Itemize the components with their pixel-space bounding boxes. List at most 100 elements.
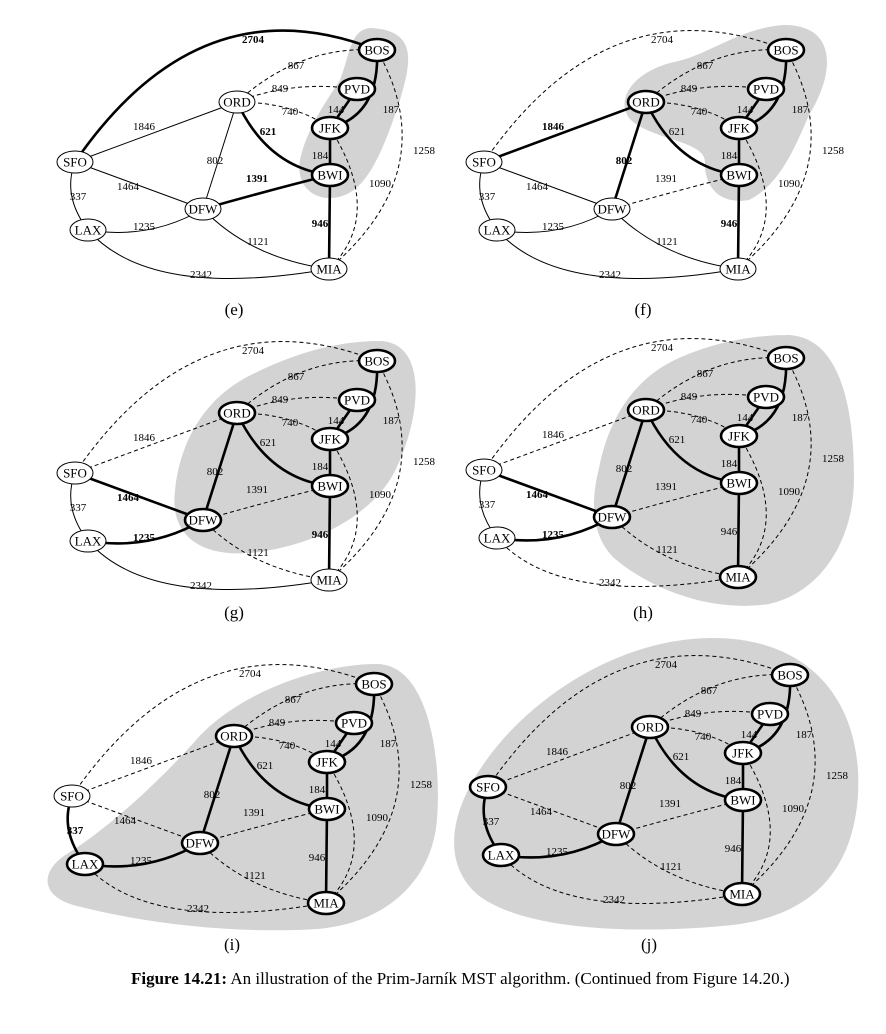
node-label: DFW	[189, 513, 219, 528]
node-bos: BOS	[354, 671, 394, 697]
edge-lax-mia	[500, 854, 743, 904]
node-label: JFK	[732, 746, 754, 761]
weight-sfo-dfw: 1464	[526, 181, 549, 193]
mst-panel-j: 2704 867 849 740 144 187 621 1846 802 184 1258 1464…	[454, 638, 859, 930]
weight-bos-mia: 1258	[826, 770, 849, 782]
weight-ord-jfk: 740	[695, 731, 712, 743]
weight-bos-mia: 1258	[822, 145, 845, 157]
node-sfo: SFO	[56, 461, 94, 485]
weight-lax-dfw: 1235	[542, 529, 565, 541]
node-pvd: PVD	[746, 384, 786, 410]
node-lax: LAX	[481, 842, 521, 868]
node-bwi: BWI	[310, 473, 350, 499]
node-bos: BOS	[357, 348, 397, 374]
weight-sfo-ord: 1846	[130, 755, 153, 767]
tree-region	[299, 28, 409, 199]
weight-dfw-bwi: 1391	[243, 807, 265, 819]
weight-jfk-mia: 1090	[778, 178, 801, 190]
weight-dfw-mia: 1121	[247, 547, 269, 559]
edge-sfo-bos	[483, 338, 787, 471]
node-label: MIA	[725, 570, 751, 585]
node-label: DFW	[602, 827, 632, 842]
node-label: BWI	[314, 802, 339, 817]
node-dfw: DFW	[596, 821, 636, 847]
weight-jfk-pvd: 144	[741, 729, 758, 741]
node-mia: MIA	[719, 257, 757, 281]
edge-jfk-mia	[741, 752, 771, 895]
weight-ord-jfk: 740	[282, 417, 299, 429]
weight-jfk-bwi: 184	[721, 150, 738, 162]
node-jfk: JFK	[719, 423, 759, 449]
edge-lax-mia	[496, 537, 739, 587]
weight-jfk-mia: 1090	[369, 489, 392, 501]
edge-sfo-dfw	[487, 786, 617, 835]
node-label: SFO	[472, 155, 496, 170]
weight-jfk-bwi: 184	[309, 784, 326, 796]
weight-jfk-mia: 1090	[366, 812, 389, 824]
edge-ord-dfw	[202, 101, 238, 210]
node-label: LAX	[488, 848, 515, 863]
weight-jfk-bos: 187	[792, 104, 809, 116]
node-dfw: DFW	[184, 197, 222, 221]
weight-lax-mia: 2342	[603, 894, 625, 906]
node-label: JFK	[728, 429, 750, 444]
weight-ord-pvd: 849	[681, 391, 698, 403]
node-label: SFO	[472, 463, 496, 478]
node-ord: ORD	[626, 89, 666, 115]
node-sfo: SFO	[53, 784, 91, 808]
weight-jfk-bos: 187	[796, 729, 813, 741]
weight-ord-bos: 867	[697, 368, 714, 380]
weight-ord-bos: 867	[288, 371, 305, 383]
weight-lax-dfw: 1235	[133, 221, 156, 233]
edge-jfk-mia	[737, 435, 767, 578]
node-ord: ORD	[214, 723, 254, 749]
mst-panel-g: 2704 867 849 740 144 187 621 1846 802 184 1258 1464…	[56, 341, 436, 592]
node-label: LAX	[75, 534, 102, 549]
weight-ord-dfw: 802	[620, 780, 637, 792]
weight-ord-bwi: 621	[260, 126, 277, 138]
weight-sfo-lax: 337	[483, 816, 500, 828]
weight-sfo-ord: 1846	[546, 746, 569, 758]
weight-jfk-pvd: 144	[328, 415, 345, 427]
node-pvd: PVD	[746, 76, 786, 102]
edge-sfo-dfw	[71, 795, 201, 844]
weight-ord-bos: 867	[285, 694, 302, 706]
node-label: PVD	[753, 82, 779, 97]
edge-bwi-mia	[327, 485, 332, 581]
node-ord: ORD	[630, 714, 670, 740]
weight-ord-pvd: 849	[269, 717, 286, 729]
tree-region	[47, 664, 438, 931]
weight-bwi-mia: 946	[312, 218, 329, 230]
weight-jfk-pvd: 144	[325, 738, 342, 750]
weight-dfw-mia: 1121	[244, 870, 266, 882]
weight-ord-jfk: 740	[282, 106, 299, 118]
weight-sfo-ord: 1846	[133, 121, 156, 133]
node-mia: MIA	[306, 890, 346, 916]
weight-dfw-bwi: 1391	[246, 173, 268, 185]
edge-sfo-dfw	[483, 468, 613, 519]
node-jfk: JFK	[310, 115, 350, 141]
weight-jfk-mia: 1090	[778, 486, 801, 498]
weight-lax-mia: 2342	[187, 903, 209, 915]
node-label: MIA	[729, 887, 755, 902]
edge-ord-dfw	[198, 735, 236, 844]
edge-bwi-mia	[736, 482, 741, 578]
node-label: MIA	[725, 262, 751, 277]
edge-jfk-mia	[737, 127, 767, 270]
weight-ord-bwi: 621	[669, 434, 686, 446]
edge-sfo-ord	[483, 409, 647, 471]
node-label: BOS	[777, 668, 802, 683]
weight-lax-dfw: 1235	[133, 532, 156, 544]
edge-ord-dfw	[201, 412, 239, 521]
weight-dfw-mia: 1121	[247, 236, 269, 248]
edge-sfo-dfw	[483, 161, 613, 210]
weight-ord-dfw: 802	[616, 155, 633, 167]
node-label: PVD	[757, 707, 783, 722]
mst-panel-h: 2704 867 849 740 144 187 621 1846 802 184 1258 1464…	[465, 335, 854, 606]
edge-dfw-mia	[611, 516, 739, 578]
weight-jfk-bos: 187	[383, 104, 400, 116]
node-mia: MIA	[310, 568, 348, 592]
tree-region	[594, 335, 854, 606]
node-ord: ORD	[217, 400, 257, 426]
weight-dfw-bwi: 1391	[655, 481, 677, 493]
